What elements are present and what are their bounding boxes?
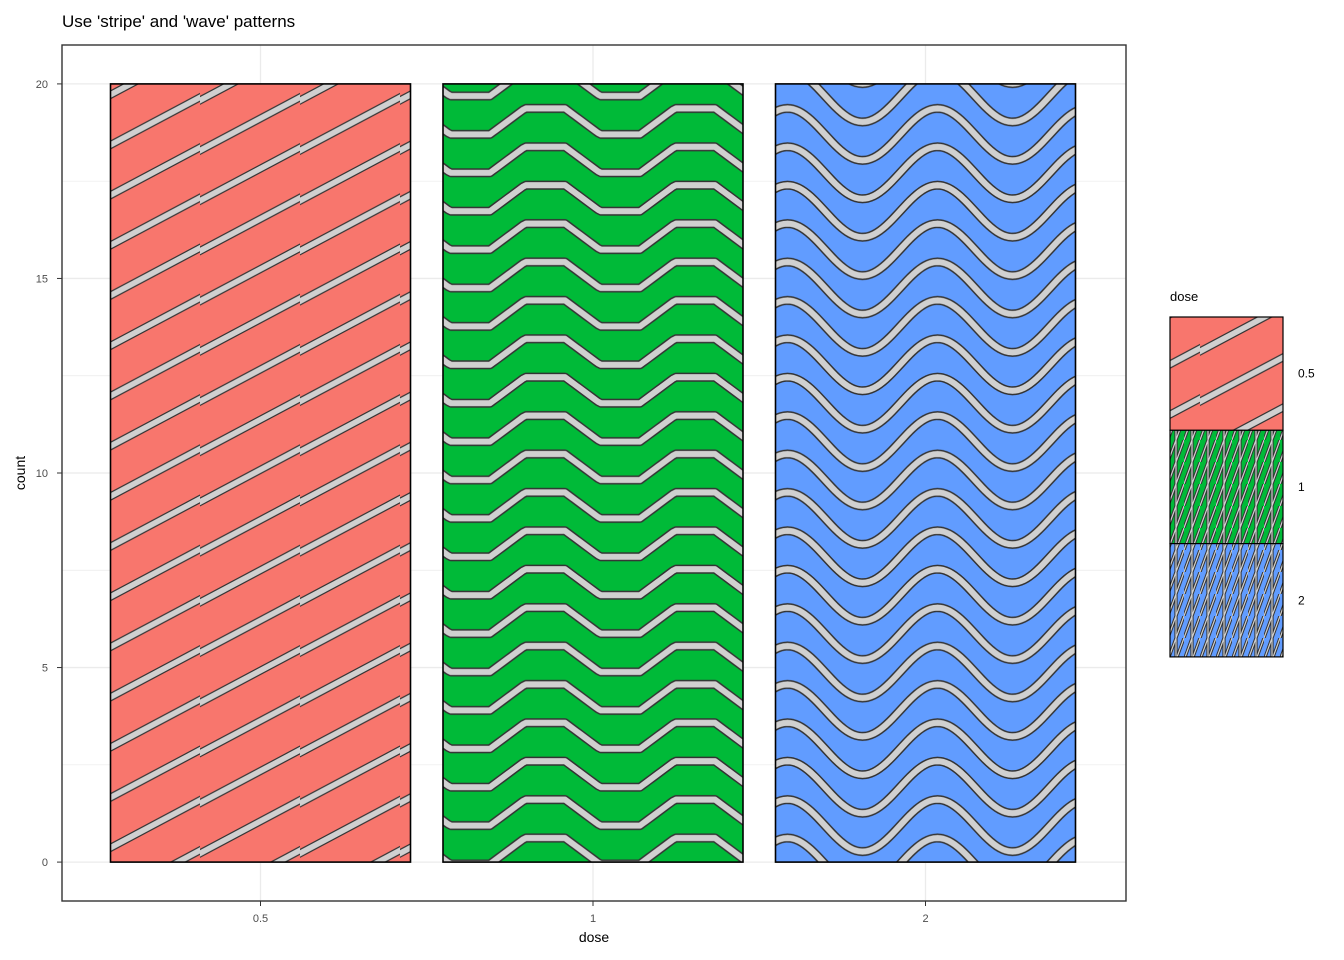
bar-2 [774,83,1077,863]
x-tick-label: 2 [922,913,928,925]
x-tick-label: 1 [590,913,596,925]
y-tick-label: 5 [42,663,48,675]
x-tick-label: 0.5 [253,913,268,925]
y-tick-label: 20 [36,79,48,91]
y-axis: 0 5 10 15 20 [36,79,62,869]
plot-panel [61,44,1127,902]
y-tick-label: 0 [42,857,48,869]
x-axis: 0.5 1 2 [253,901,929,925]
legend: dose 0.5 1 2 [1169,289,1315,658]
legend-key-1 [1169,429,1284,545]
y-tick-label: 15 [36,273,48,285]
legend-label: 0.5 [1298,367,1315,381]
y-axis-title: count [12,456,28,490]
bar-0.5 [109,83,412,863]
bar-1 [442,83,744,863]
legend-title: dose [1170,289,1198,304]
x-axis-title: dose [579,929,610,945]
legend-key-0.5 [1169,316,1284,431]
legend-label: 1 [1298,480,1305,494]
legend-keys: 0.5 1 2 [1169,316,1315,658]
legend-key-2 [1169,542,1284,658]
legend-label: 2 [1298,593,1305,607]
chart-title: Use 'stripe' and 'wave' patterns [62,12,295,31]
y-tick-label: 10 [36,468,48,480]
bars [109,83,1077,863]
